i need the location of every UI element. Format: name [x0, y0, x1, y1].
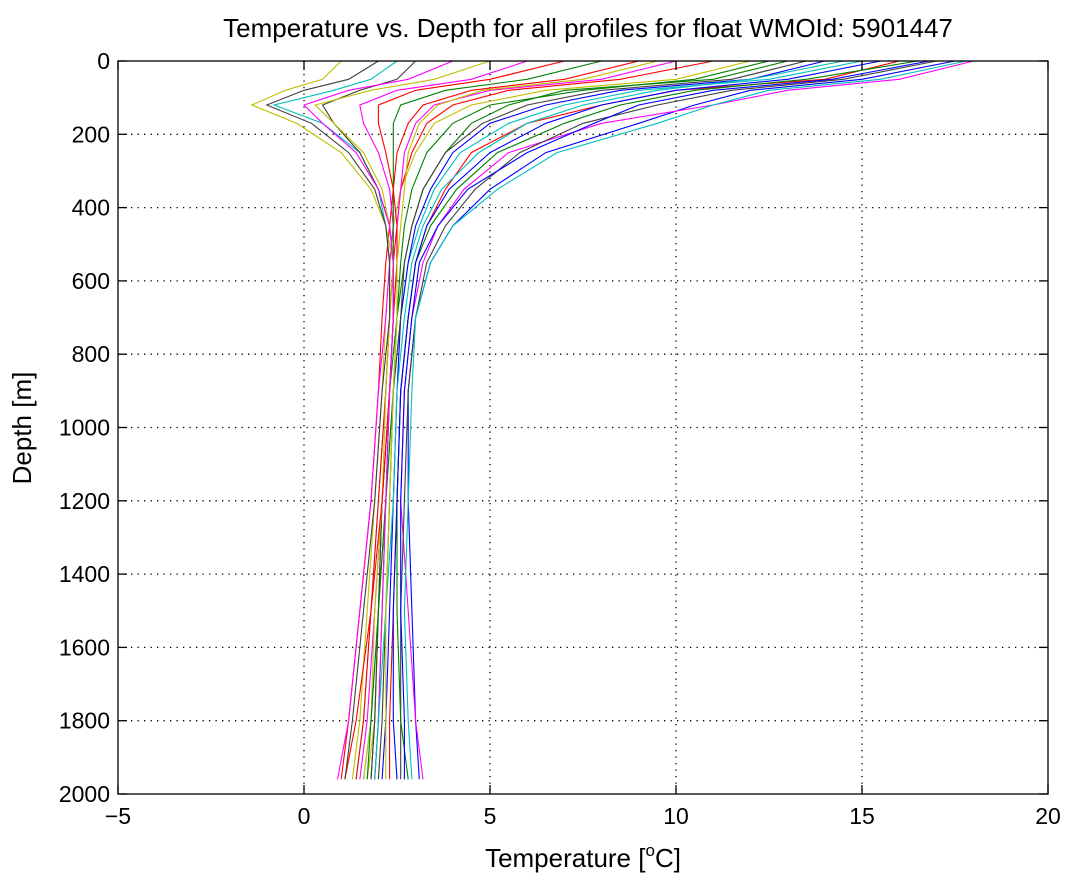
chart-title: Temperature vs. Depth for all profiles f… — [223, 13, 953, 43]
profile-line-2 — [407, 60, 956, 780]
y-tick-label: 800 — [72, 341, 110, 367]
y-tick-label: 1800 — [59, 708, 110, 734]
profile-line-14 — [321, 60, 416, 780]
profile-line-5 — [362, 60, 863, 780]
x-tick-label: 5 — [484, 803, 497, 829]
y-tick-label: 1600 — [59, 634, 110, 660]
profile-line-12 — [272, 60, 398, 780]
profile-line-26 — [374, 60, 844, 780]
x-tick-label: 0 — [298, 803, 311, 829]
profile-line-3 — [370, 60, 788, 780]
grid-lines — [118, 61, 1048, 794]
x-tick-labels: −5 0 5 10 15 20 — [105, 803, 1061, 829]
profile-line-27 — [385, 60, 658, 780]
y-axis-label: Depth [m] — [7, 372, 37, 485]
y-tick-label: 600 — [72, 268, 110, 294]
profile-line-23 — [400, 60, 930, 780]
x-tick-label: 20 — [1035, 803, 1061, 829]
x-tick-label: −5 — [105, 803, 131, 829]
profile-line-24 — [366, 60, 770, 780]
y-tick-label: 2000 — [59, 781, 110, 807]
plot-frame — [117, 60, 1049, 795]
profile-line-16 — [392, 60, 881, 780]
y-tick-labels: 0 200 400 600 800 1000 1200 1400 1600 1800 2000 — [59, 48, 110, 807]
profile-line-25 — [302, 60, 454, 780]
y-tick-label: 0 — [97, 48, 110, 74]
x-tick-label: 15 — [849, 803, 875, 829]
x-axis-label: Temperature [oC] — [485, 841, 681, 873]
tick-marks — [117, 60, 1049, 795]
y-tick-label: 1200 — [59, 488, 110, 514]
profile-line-9 — [381, 60, 825, 780]
y-tick-label: 200 — [72, 121, 110, 147]
profile-line-7 — [400, 60, 937, 780]
profile-line-19 — [403, 60, 967, 780]
profile-line-4 — [400, 60, 974, 780]
profile-line-22 — [344, 60, 565, 780]
y-tick-label: 1400 — [59, 561, 110, 587]
y-tick-label: 400 — [72, 195, 110, 221]
profile-line-15 — [355, 60, 714, 780]
y-tick-label: 1000 — [59, 415, 110, 441]
profile-line-28 — [265, 60, 391, 780]
profile-lines — [250, 60, 974, 780]
profile-line-1 — [389, 60, 900, 780]
x-tick-label: 10 — [663, 803, 689, 829]
profile-line-10 — [396, 60, 918, 780]
